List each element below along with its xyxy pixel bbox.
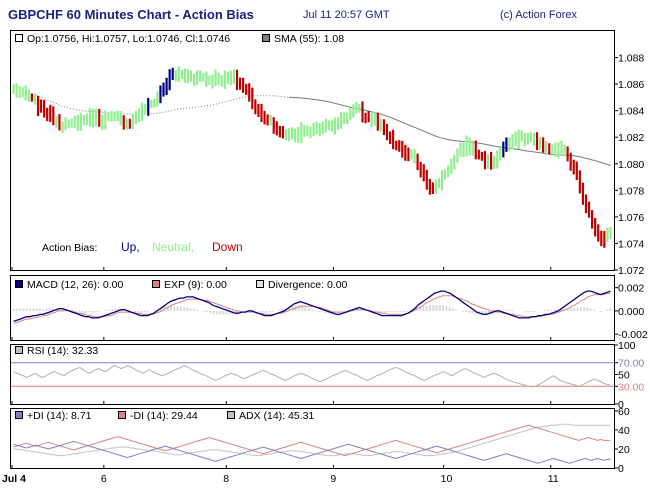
bias-legend-neutral: Neutral,	[152, 240, 194, 254]
price-y-tick-label: 1.084	[618, 106, 644, 118]
divergence-legend: Divergence: 0.00	[268, 279, 348, 291]
rsi-line	[13, 365, 611, 388]
x-tick-label: 8	[223, 473, 229, 485]
dmi-y-tick-label: 20	[618, 444, 630, 456]
rsi-y-tick-label: 0	[618, 399, 624, 411]
dmi-layer	[13, 423, 611, 464]
adx-line	[13, 423, 611, 457]
bias-legend-label: Action Bias:	[42, 242, 97, 254]
rsi-layer	[11, 362, 614, 388]
dmi-y-tick-label: 0	[618, 463, 624, 475]
ohlc-legend: Op:1.0756, Hi:1.0757, Lo:1.0746, Cl:1.07…	[27, 33, 230, 45]
div-legend-swatch	[256, 280, 264, 288]
plus-di-line	[13, 440, 611, 464]
price-y-tick-label: 1.074	[618, 238, 644, 250]
plus-di-legend: +DI (14): 8.71	[27, 410, 92, 422]
price-y-tick-label: 1.086	[618, 79, 644, 91]
rsi-y-tick-label: 50	[618, 370, 630, 382]
dmi-y-tick-label: 60	[618, 406, 630, 418]
minus-di-legend: -DI (14): 29.44	[130, 410, 198, 422]
sma-legend-swatch	[262, 34, 270, 42]
x-tick-label: 9	[330, 473, 336, 485]
x-tick-label: 10	[441, 473, 453, 485]
exp-legend: EXP (9): 0.00	[164, 279, 227, 291]
rsi-y-tick-label: 70.00	[618, 358, 644, 370]
chart-datetime: Jul 11 20:57 GMT	[303, 9, 390, 21]
sma-line-solid	[288, 96, 611, 166]
macd-panel-frame	[10, 275, 615, 341]
chart-title: GBPCHF 60 Minutes Chart - Action Bias	[8, 7, 254, 22]
price-y-tick-label: 1.088	[618, 53, 644, 65]
price-layer	[12, 66, 612, 248]
bias-legend-down: Down	[212, 240, 243, 254]
x-tick-label: 6	[101, 473, 107, 485]
axis-layer: 1.088 1.086 1.084 1.082 1.080 1.078 1.076 1.074…	[2, 53, 648, 485]
sma-legend: SMA (55): 1.08	[274, 33, 344, 45]
adx-legend: ADX (14): 45.31	[239, 410, 314, 422]
price-panel-frame	[10, 30, 615, 271]
macd-legend-swatch	[15, 280, 23, 288]
rsi-legend-swatch	[15, 346, 23, 354]
macd-y-tick-label: -0.002	[618, 329, 648, 341]
minus-di-legend-swatch	[118, 411, 126, 419]
macd-y-tick-label: 0.002	[618, 283, 644, 295]
macd-legend: MACD (12, 26): 0.00	[27, 279, 123, 291]
price-y-tick-label: 1.082	[618, 132, 644, 144]
price-y-tick-label: 1.076	[618, 212, 644, 224]
ohlc-legend-swatch	[15, 34, 23, 42]
price-y-tick-label: 1.078	[618, 185, 644, 197]
price-y-tick-label: 1.072	[618, 265, 644, 277]
price-y-tick-label: 1.080	[618, 159, 644, 171]
x-tick-label: Jul 4	[2, 473, 26, 485]
macd-line	[13, 290, 611, 323]
chart-header: GBPCHF 60 Minutes Chart - Action Bias Ju…	[0, 0, 650, 30]
adx-legend-swatch	[227, 411, 235, 419]
dmi-panel-frame	[10, 408, 615, 469]
plus-di-legend-swatch	[15, 411, 23, 419]
rsi-legend: RSI (14): 32.33	[27, 345, 98, 357]
rsi-y-tick-label: 100	[618, 340, 636, 352]
macd-layer	[12, 290, 612, 325]
rsi-panel-frame	[10, 344, 615, 405]
minus-di-line	[13, 424, 611, 457]
x-tick-label: 11	[548, 473, 559, 485]
rsi-y-tick-label: 30.00	[618, 381, 644, 393]
bias-legend-up: Up,	[121, 240, 140, 254]
exp-legend-swatch	[152, 280, 160, 288]
dmi-y-tick-label: 40	[618, 425, 630, 437]
macd-y-tick-label: 0.000	[618, 306, 644, 318]
chart-credit: (c) Action Forex	[500, 9, 578, 21]
